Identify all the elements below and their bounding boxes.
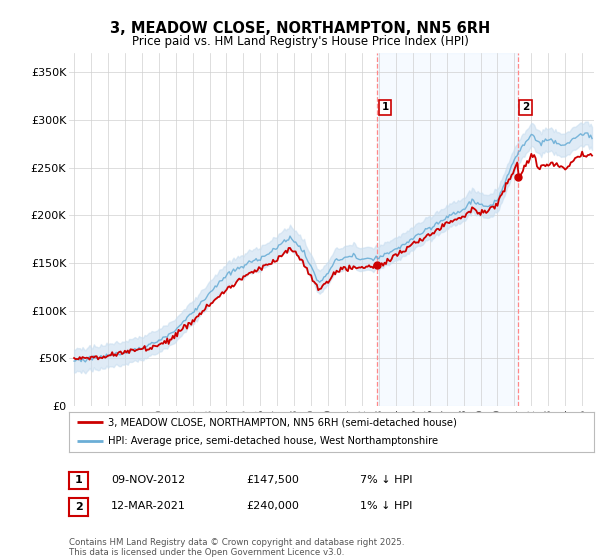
Text: £240,000: £240,000 <box>246 501 299 511</box>
Text: Price paid vs. HM Land Registry's House Price Index (HPI): Price paid vs. HM Land Registry's House … <box>131 35 469 48</box>
Text: 1: 1 <box>75 475 82 486</box>
Text: 1: 1 <box>382 102 389 113</box>
Text: 12-MAR-2021: 12-MAR-2021 <box>111 501 186 511</box>
Text: 2: 2 <box>522 102 529 113</box>
Text: Contains HM Land Registry data © Crown copyright and database right 2025.
This d: Contains HM Land Registry data © Crown c… <box>69 538 404 557</box>
Text: 1% ↓ HPI: 1% ↓ HPI <box>360 501 412 511</box>
Text: 2: 2 <box>75 502 82 512</box>
Text: 7% ↓ HPI: 7% ↓ HPI <box>360 475 413 485</box>
Text: £147,500: £147,500 <box>246 475 299 485</box>
Bar <box>377 53 518 406</box>
Text: HPI: Average price, semi-detached house, West Northamptonshire: HPI: Average price, semi-detached house,… <box>109 436 439 446</box>
Text: 3, MEADOW CLOSE, NORTHAMPTON, NN5 6RH: 3, MEADOW CLOSE, NORTHAMPTON, NN5 6RH <box>110 21 490 36</box>
Text: 09-NOV-2012: 09-NOV-2012 <box>111 475 185 485</box>
Text: 3, MEADOW CLOSE, NORTHAMPTON, NN5 6RH (semi-detached house): 3, MEADOW CLOSE, NORTHAMPTON, NN5 6RH (s… <box>109 418 457 427</box>
